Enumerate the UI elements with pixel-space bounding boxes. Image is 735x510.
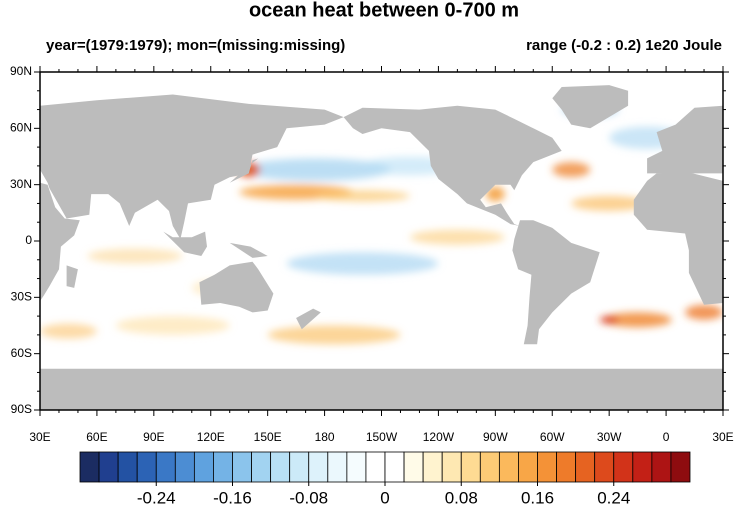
- colorbar-box: [213, 451, 233, 483]
- lon-tick-label: 30E: [712, 430, 733, 444]
- title: ocean heat between 0-700 m: [249, 0, 519, 21]
- land-mass: [296, 308, 321, 330]
- colorbar-box: [441, 451, 462, 483]
- anomaly-blob: [603, 312, 672, 328]
- colorbar-box: [117, 451, 138, 483]
- colorbar-box: [346, 451, 367, 483]
- colorbar-box: [651, 451, 672, 483]
- lat-tick-label: 90S: [11, 402, 32, 416]
- lat-tick-label: 90N: [10, 64, 32, 78]
- lon-tick-label: 150W: [366, 430, 398, 444]
- anomaly-blob: [685, 304, 723, 320]
- anomaly-blob: [485, 186, 505, 202]
- anomaly-blob: [571, 195, 648, 211]
- lat-tick-label: 0: [25, 233, 32, 247]
- anomaly-blob: [40, 323, 97, 339]
- land-mass: [40, 182, 80, 302]
- colorbar-box: [174, 451, 195, 483]
- lon-tick-label: 30E: [29, 430, 50, 444]
- land-mass: [40, 368, 723, 410]
- lat-tick-label: 60S: [11, 346, 32, 360]
- land-mass: [343, 105, 562, 226]
- anomaly-blob: [286, 252, 439, 275]
- colorbar-box: [575, 451, 596, 483]
- anomaly-blob: [552, 162, 591, 178]
- lon-tick-label: 150E: [254, 430, 282, 444]
- colorbar-box: [518, 451, 538, 483]
- colorbar-box: [136, 451, 157, 483]
- colorbar-label: -0.24: [137, 488, 176, 507]
- colorbar-label: -0.16: [213, 488, 252, 507]
- lat-tick-label: 60N: [10, 121, 32, 135]
- colorbar-label: -0.08: [289, 488, 328, 507]
- colorbar-box: [155, 451, 176, 483]
- colorbar-box: [460, 451, 481, 483]
- colorbar-box: [594, 451, 615, 483]
- colorbar-box: [365, 451, 386, 483]
- lon-tick-label: 30W: [597, 430, 622, 444]
- land-mass: [552, 85, 629, 129]
- lon-tick-label: 60W: [540, 430, 565, 444]
- lon-tick-label: 90E: [143, 430, 164, 444]
- colorbar-box: [422, 451, 443, 483]
- anomaly-blob: [409, 229, 505, 245]
- anomaly-blob: [239, 158, 391, 181]
- colorbar-box: [308, 451, 329, 483]
- colorbar-box: [670, 451, 691, 483]
- lon-tick-label: 120E: [197, 430, 225, 444]
- land-mass: [229, 158, 259, 183]
- lat-tick-label: 30N: [10, 177, 32, 191]
- colorbar-box: [270, 451, 291, 483]
- colorbar-box: [251, 451, 272, 483]
- colorbar-box: [289, 451, 310, 483]
- lon-tick-label: 60E: [86, 430, 107, 444]
- colorbar-label: 0.08: [445, 488, 478, 507]
- colorbar-box: [498, 451, 519, 483]
- colorbar-label: 0: [380, 488, 389, 507]
- land: [40, 85, 723, 410]
- land-mass: [512, 220, 600, 345]
- right-subtitle: range (-0.2 : 0.2) 1e20 Joule: [526, 37, 722, 54]
- colorbar-box: [537, 451, 557, 483]
- colorbar-box: [232, 451, 252, 483]
- colorbar-box: [193, 451, 214, 483]
- land-mass: [66, 265, 78, 288]
- colorbar-box: [403, 451, 424, 483]
- colorbar-box: [613, 451, 634, 483]
- colorbar-box: [327, 451, 348, 483]
- anomaly-blob: [267, 325, 401, 345]
- colorbar-box: [556, 451, 577, 483]
- lon-tick-label: 180: [315, 430, 335, 444]
- land-mass: [647, 105, 723, 174]
- anomaly-blob: [87, 248, 183, 264]
- colorbar-label: 0.24: [597, 488, 630, 507]
- colorbar-box: [98, 451, 119, 483]
- left-subtitle: year=(1979:1979); mon=(missing:missing): [46, 37, 345, 54]
- colorbar-label: 0.16: [521, 488, 554, 507]
- colorbar-box: [79, 451, 100, 483]
- lat-tick-label: 30S: [11, 290, 32, 304]
- lon-tick-label: 120W: [423, 430, 455, 444]
- land-mass: [40, 94, 344, 240]
- land-mass: [199, 261, 274, 313]
- anomaly-blob: [315, 190, 410, 202]
- land-mass: [229, 242, 268, 258]
- colorbar-box: [479, 451, 500, 483]
- colorbar-box: [632, 451, 653, 483]
- lon-tick-label: 0: [663, 430, 670, 444]
- colorbar-box: [384, 451, 405, 483]
- anomaly-blob: [115, 316, 230, 335]
- map-frame: 90N 60N 30N 0 30S 60S 90S 30E 60E 90E 120E 150E 180 1…: [10, 64, 734, 444]
- anomaly-blob: [599, 316, 619, 324]
- land-mass: [163, 231, 207, 256]
- lon-tick-label: 90W: [483, 430, 508, 444]
- land-mass: [633, 171, 723, 305]
